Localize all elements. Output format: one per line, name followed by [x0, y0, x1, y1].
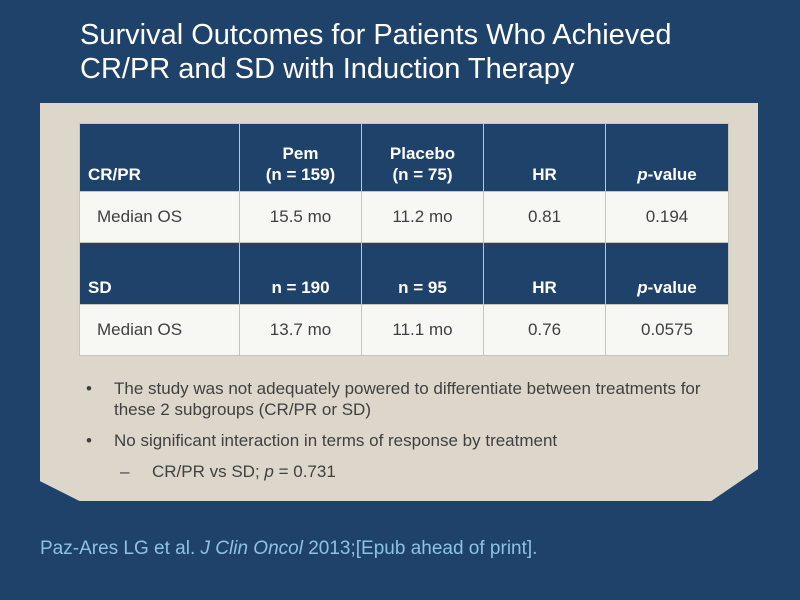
- sub-rest: = 0.731: [273, 462, 336, 481]
- cell-hr: 0.76: [483, 304, 606, 356]
- sub-prefix: CR/PR vs SD;: [152, 462, 265, 481]
- col-header-pem: Pem (n = 159): [239, 123, 362, 192]
- slide-title-line-1: Survival Outcomes for Patients Who Achie…: [80, 19, 672, 51]
- col-header-placebo: Placebo (n = 75): [361, 123, 484, 192]
- cell-p-value: 0.0575: [605, 304, 729, 356]
- group-label-sd: SD: [79, 242, 240, 305]
- slide-title-line-2: CR/PR and SD with Induction Therapy: [80, 53, 575, 85]
- col-header-hr-sd: HR: [483, 242, 606, 305]
- table-header-row-sd: SD n = 190 n = 95 HR p-value: [79, 242, 729, 305]
- col-header-hr: HR: [483, 123, 606, 192]
- table-row: Median OS 13.7 mo 11.1 mo 0.76 0.0575: [79, 304, 729, 356]
- table-header-row-crpr: CR/PR Pem (n = 159) Placebo (n = 75) HR …: [79, 123, 729, 192]
- cell-hr: 0.81: [483, 191, 606, 243]
- col-header-placebo-name: Placebo: [389, 144, 456, 163]
- cell-p-value: 0.194: [605, 191, 729, 243]
- row-label: Median OS: [79, 304, 240, 356]
- p-rest: -value: [647, 278, 697, 297]
- bullet-item-interaction: No significant interaction in terms of r…: [86, 430, 726, 451]
- sub-bullet-item: CR/PR vs SD; p = 0.731: [86, 461, 726, 482]
- sub-p-italic: p: [264, 462, 274, 481]
- row-label: Median OS: [79, 191, 240, 243]
- p-rest: -value: [647, 165, 697, 184]
- slide-title: Survival Outcomes for Patients Who Achie…: [80, 18, 770, 86]
- citation-rest: 2013;[Epub ahead of print].: [302, 538, 538, 559]
- p-italic: p: [637, 278, 648, 297]
- col-header-pem-name: Pem: [282, 144, 319, 163]
- bullet-item-power: The study was not adequately powered to …: [86, 378, 726, 420]
- group-label-crpr: CR/PR: [79, 123, 240, 192]
- col-header-pem-n: (n = 159): [265, 165, 336, 184]
- cell-placebo: 11.2 mo: [361, 191, 484, 243]
- col-header-pem-sd: n = 190: [239, 242, 362, 305]
- survival-table: CR/PR Pem (n = 159) Placebo (n = 75) HR …: [79, 123, 729, 356]
- table-row: Median OS 15.5 mo 11.2 mo 0.81 0.194: [79, 191, 729, 243]
- cell-pem: 15.5 mo: [239, 191, 362, 243]
- citation-journal: J Clin Oncol: [200, 538, 303, 559]
- bullet-list: The study was not adequately powered to …: [86, 378, 726, 482]
- col-header-p-value-sd: p-value: [605, 242, 729, 305]
- cell-pem: 13.7 mo: [239, 304, 362, 356]
- p-italic: p: [637, 165, 648, 184]
- col-header-placebo-n: (n = 75): [392, 165, 453, 184]
- col-header-p-value: p-value: [605, 123, 729, 192]
- citation: Paz-Ares LG et al. J Clin Oncol 2013;[Ep…: [40, 537, 760, 561]
- cell-placebo: 11.1 mo: [361, 304, 484, 356]
- col-header-placebo-sd: n = 95: [361, 242, 484, 305]
- citation-authors: Paz-Ares LG et al.: [40, 538, 201, 559]
